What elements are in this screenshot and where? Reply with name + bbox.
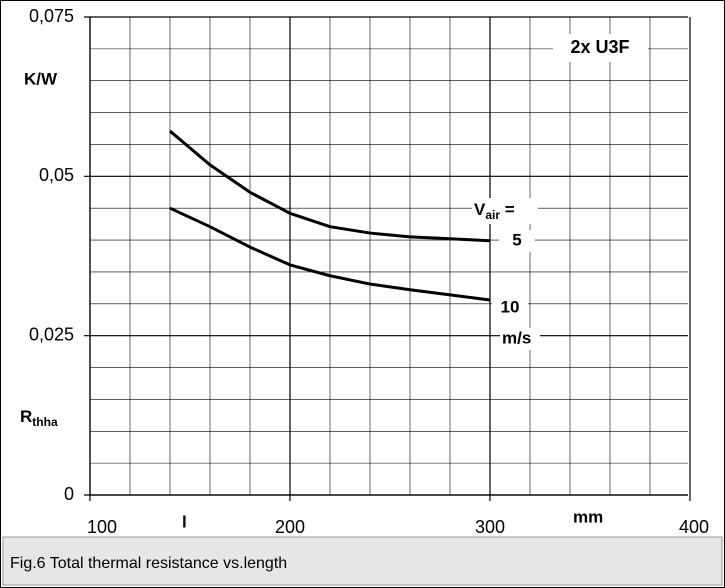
y-label-sub: thha — [32, 415, 58, 429]
x-tick-label: 200 — [275, 517, 305, 537]
x-label: l — [182, 512, 187, 531]
line — [169, 129, 491, 243]
title-bg — [553, 34, 648, 62]
x-tick-label: 400 — [679, 517, 709, 537]
x-tick-label: 100 — [87, 517, 117, 537]
line — [169, 206, 491, 302]
y-tick-label: 0 — [64, 484, 74, 504]
caption-box — [2, 536, 723, 586]
y-label: Rthha — [20, 407, 58, 429]
y-tick-label: 0,025 — [29, 324, 74, 344]
legend-title-suffix: = — [500, 200, 515, 219]
y-unit: K/W — [24, 69, 58, 88]
legend-title: Vair = — [474, 200, 515, 222]
series-label: 10 — [501, 297, 520, 316]
x-unit: mm — [573, 507, 603, 526]
legend-title-main: V — [474, 200, 486, 219]
series-label-bg — [499, 230, 535, 252]
legend-unit-bg — [500, 328, 540, 350]
caption: Fig.6 Total thermal resistance vs.length — [10, 555, 287, 572]
y-label-main: R — [20, 407, 32, 426]
chart-title: 2x U3F — [570, 37, 629, 57]
legend-title-sub: air — [485, 208, 500, 222]
x-tick-label: 300 — [475, 517, 505, 537]
series-label: 5 — [512, 230, 521, 249]
legend-unit: m/s — [502, 328, 531, 347]
series-label-bg — [492, 297, 528, 319]
legend-bg — [472, 198, 538, 224]
y-tick-label: 0,075 — [29, 6, 74, 26]
plot — [169, 129, 491, 302]
y-tick-label: 0,05 — [39, 165, 74, 185]
